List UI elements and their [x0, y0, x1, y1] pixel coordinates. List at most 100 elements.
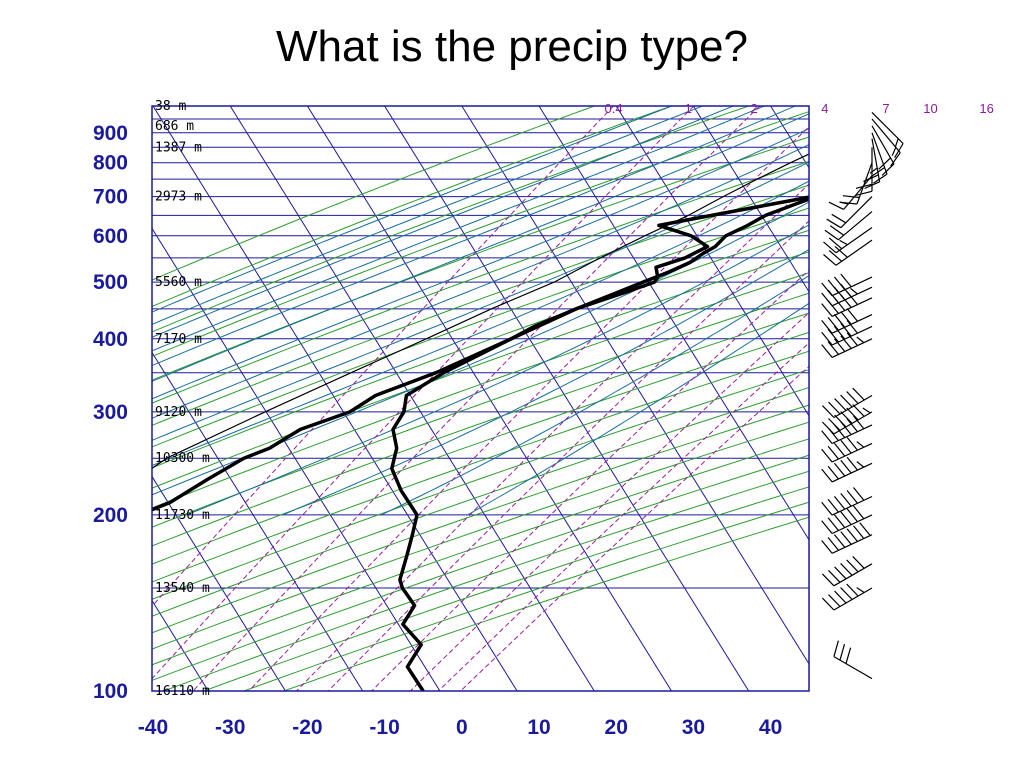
wind-barb-staff: [831, 534, 873, 554]
isotherm-line: [384, 106, 750, 691]
height-label: 686 m: [155, 119, 194, 134]
wind-barb-feather: [856, 336, 865, 344]
wind-barb-feather: [821, 320, 833, 334]
dry-adiabat-line: [152, 350, 809, 583]
wind-barb-feather: [834, 245, 848, 258]
wind-barb-feather: [828, 250, 843, 262]
wind-barb-feather: [828, 401, 841, 415]
wind-barb-feather: [853, 415, 865, 430]
wind-barb: [840, 162, 873, 205]
moist-adiabat-line: [152, 113, 809, 382]
wind-barb-feather: [846, 308, 858, 322]
height-label: 10300 m: [155, 451, 210, 466]
moist-adiabat-line: [381, 275, 809, 516]
wind-barb-feather: [840, 394, 853, 408]
wind-barb-feather: [821, 405, 835, 418]
wind-barb-feather: [856, 587, 865, 594]
wind-barb: [821, 415, 873, 445]
wind-barb-staff: [833, 587, 873, 611]
dry-adiabat-line: [152, 312, 809, 547]
wind-barb-feather: [821, 597, 835, 611]
wind-barb-feather: [821, 292, 833, 307]
mixing-ratio-line: [192, 106, 761, 691]
wind-barb-feather: [840, 335, 852, 349]
wind-barb-staff: [831, 442, 873, 463]
wind-barb-feather: [853, 525, 865, 539]
wind-barb-staff: [831, 462, 873, 483]
wind-barb: [826, 196, 873, 229]
wind-barb-feather: [878, 157, 891, 170]
wind-barb-feather: [864, 181, 880, 190]
temperature-tick-label: -30: [215, 716, 245, 739]
wind-barb-feather: [846, 407, 859, 421]
wind-barb-feather: [833, 276, 846, 291]
wind-barb-feather: [821, 303, 833, 317]
dry-adiabat-line: [152, 229, 809, 469]
mixing-ratio-line: [296, 183, 809, 691]
wind-barb-feather: [834, 590, 847, 604]
mixing-ratio-label: 2: [751, 101, 758, 116]
mixing-ratio-label: 1: [685, 101, 692, 116]
wind-barb-feather: [827, 537, 839, 551]
dry-adiabat-line: [152, 292, 809, 528]
wind-barb: [821, 583, 873, 611]
wind-barb-feather: [852, 404, 865, 417]
wind-barb-feather: [855, 183, 873, 189]
wind-barb-feather: [840, 587, 853, 600]
moist-adiabat-line: [282, 248, 809, 516]
wind-barb-feather: [828, 594, 841, 607]
isotherm-line: [152, 475, 286, 691]
wind-barb-feather: [827, 317, 839, 331]
wind-barb-feather: [827, 445, 839, 460]
wind-barb-feather: [824, 229, 839, 241]
wind-barb-feather: [846, 437, 858, 451]
wind-barb-feather: [827, 517, 839, 531]
dry-adiabat-line: [152, 331, 809, 565]
wind-barb-feather: [834, 398, 847, 411]
moist-adiabat-line: [467, 302, 809, 516]
temperature-trace: [152, 197, 809, 512]
wind-barb-staff: [833, 563, 873, 587]
moist-adiabat-line: [152, 161, 809, 441]
mixing-ratio-line: [327, 220, 809, 691]
wind-barb-feather: [833, 640, 839, 657]
wind-barb-feather: [839, 239, 848, 246]
wind-barb-feather: [856, 461, 865, 468]
wind-barb-feather: [863, 174, 879, 183]
pressure-tick-label: 400: [93, 328, 128, 351]
wind-barb-feather: [828, 569, 841, 583]
isotherm-line: [306, 106, 672, 691]
axis-labels: 0.412471016243240g/kg1002003004005006007…: [93, 99, 994, 739]
dry-adiabat-line: [152, 404, 809, 634]
wind-barb-staff: [856, 162, 873, 205]
wind-barb: [821, 437, 873, 463]
mixing-ratio-line: [460, 365, 809, 691]
wind-barb-staff: [833, 656, 873, 680]
wind-barb-staff: [871, 111, 904, 144]
moist-adiabat-line: [186, 224, 809, 516]
wind-barb-staff: [835, 239, 873, 266]
wind-barb-feather: [840, 493, 852, 507]
wind-barb-staff: [831, 338, 873, 358]
moist-adiabat-line: [152, 106, 734, 338]
dry-adiabat-line: [152, 438, 809, 666]
wind-barb-feather: [827, 465, 839, 480]
wind-barb-staff: [831, 314, 873, 334]
wind-barb-feather: [821, 573, 835, 587]
wind-barb-feather: [846, 490, 858, 504]
dry-adiabat-line: [152, 421, 809, 650]
isotherm-line: [848, 106, 1024, 691]
wind-barb: [821, 320, 873, 346]
wind-barb-feather: [839, 644, 846, 661]
wind-barb-feather: [852, 555, 865, 569]
moist-adiabat-line: [152, 180, 809, 467]
wind-barb: [823, 239, 873, 266]
temperature-tick-label: 30: [682, 716, 705, 739]
wind-barb-staff: [831, 286, 873, 307]
wind-barb-feather: [833, 325, 846, 340]
dry-adiabat-line: [152, 207, 809, 448]
moist-adiabat-line: [152, 106, 796, 367]
height-label: 7170 m: [155, 332, 202, 347]
wind-barb: [821, 456, 873, 483]
wind-barb: [821, 404, 873, 435]
